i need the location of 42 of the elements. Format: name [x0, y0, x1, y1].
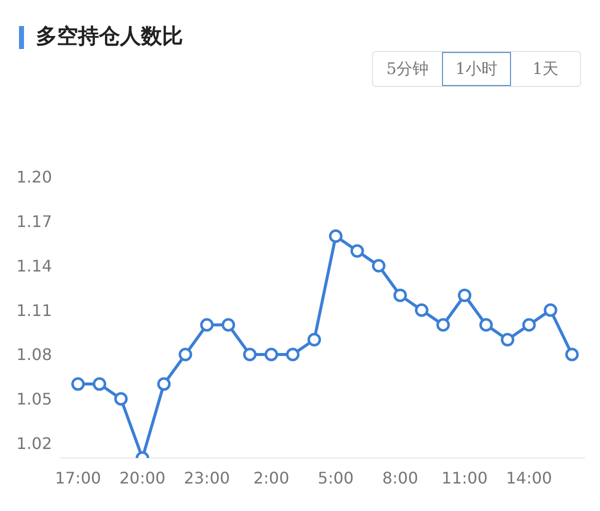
point [243, 348, 257, 362]
point [328, 229, 342, 243]
point [178, 348, 192, 362]
point [500, 332, 514, 346]
y-tick-label: 1.02 [16, 434, 52, 453]
text: 1天 [531, 58, 560, 80]
y-tick-label: 1.08 [16, 345, 52, 364]
y-tick-label: 1.17 [16, 212, 52, 232]
point [565, 348, 579, 362]
point [157, 377, 171, 391]
y-tick-label: 1.05 [16, 390, 52, 409]
point [372, 258, 386, 272]
x-tick-label: 20:00 [119, 468, 166, 488]
point [458, 288, 472, 302]
point [71, 377, 85, 391]
y-tick-label: 1.20 [16, 168, 52, 187]
x-tick-label: 14:00 [506, 468, 552, 488]
point [393, 288, 407, 302]
x-tick-label: 17:00 [54, 468, 102, 488]
point [308, 332, 322, 346]
point [92, 377, 106, 391]
chart-title: 多空持仓人数比 [36, 23, 183, 50]
point [414, 303, 428, 317]
text: 5分钟 [385, 58, 430, 80]
x-tick-label: 23:00 [184, 468, 230, 488]
point [114, 392, 128, 406]
point [479, 318, 493, 332]
point [544, 303, 558, 317]
point [286, 348, 300, 362]
text: 1小时 [442, 52, 511, 86]
point [200, 318, 214, 332]
x-tick-label: 5:00 [318, 468, 354, 488]
point [436, 318, 450, 332]
point [264, 348, 278, 362]
y-tick-label: 1.14 [16, 256, 52, 276]
x-tick-label: 8:00 [382, 468, 418, 488]
point [222, 318, 236, 332]
point [522, 318, 536, 332]
x-tick-label: 11:00 [442, 468, 488, 488]
point [350, 244, 364, 258]
x-tick-label: 2:00 [253, 468, 290, 488]
y-tick-label: 1.11 [16, 300, 52, 320]
